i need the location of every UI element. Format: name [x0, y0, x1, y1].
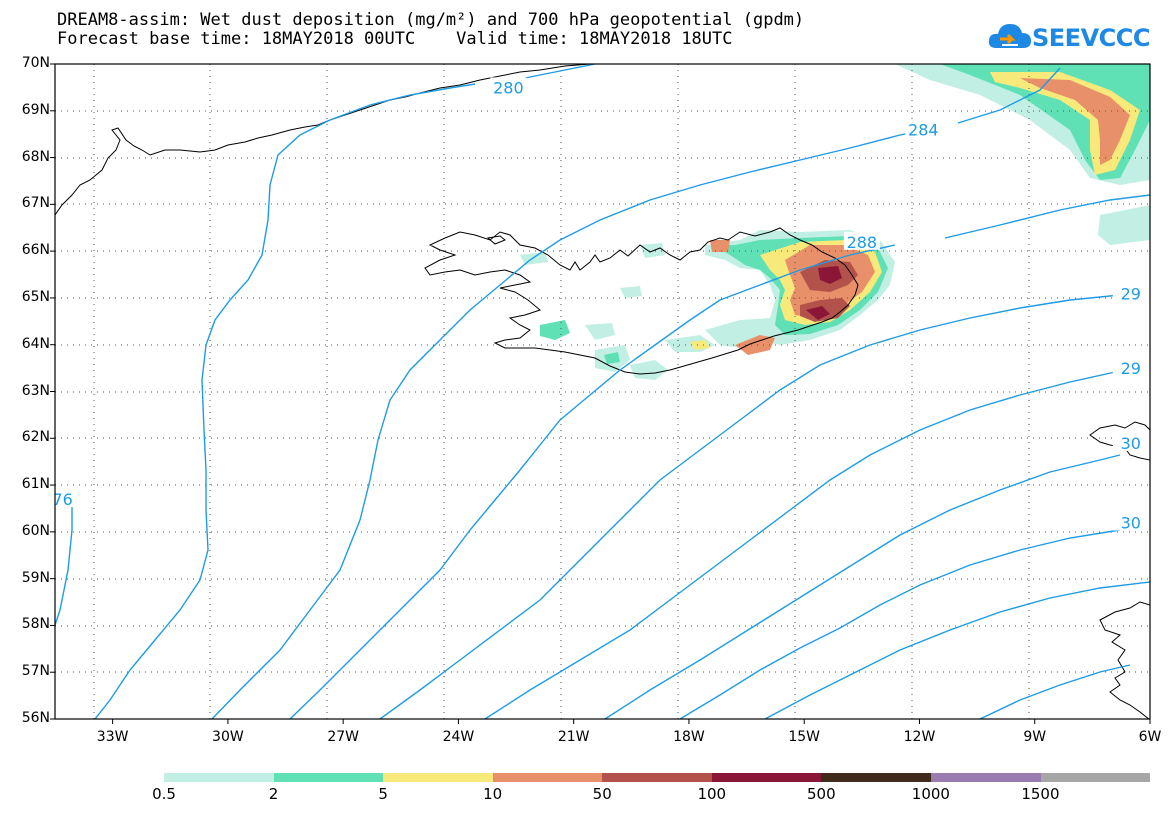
legend-label: 0.5 [152, 785, 176, 803]
contour-label-bg [1112, 432, 1149, 451]
map-title: DREAM8-assim: Wet dust deposition (mg/m²… [57, 10, 805, 30]
contour-label: 76 [53, 490, 73, 509]
contour-label: 30 [1121, 434, 1141, 453]
lat-label: 70N [21, 55, 50, 71]
contour-label-bg [1112, 358, 1149, 377]
legend-swatch [1040, 773, 1151, 782]
cloud-icon [988, 24, 1031, 48]
legend-label: 500 [807, 785, 836, 803]
lat-label: 65N [21, 288, 50, 305]
logo-text: SEEVCCC [1032, 24, 1151, 52]
lat-label: 68N [21, 148, 50, 165]
contour-label-bg [1112, 512, 1149, 531]
lat-label: 57N [21, 663, 50, 680]
geopotential-contours [55, 64, 1150, 719]
lon-label: 33W [96, 729, 129, 745]
contour-label-bg [55, 489, 81, 508]
contour-label: 29 [1121, 359, 1141, 378]
contour-label-bg [490, 77, 527, 96]
lon-label: 30W [212, 729, 244, 745]
contour-label-bg [905, 119, 942, 138]
lat-label: 64N [21, 335, 50, 352]
contour-label: 30 [1121, 514, 1141, 533]
contour-label-bg [1112, 283, 1149, 302]
legend-label: 5 [378, 785, 388, 803]
legend-swatch [821, 773, 931, 782]
lat-label: 66N [21, 242, 50, 259]
contour-label-bg [843, 231, 880, 250]
legend-label: 1500 [1021, 785, 1060, 803]
legend-label: 1000 [911, 785, 950, 803]
lon-label: 21W [557, 729, 590, 745]
lat-label: 60N [21, 522, 50, 539]
legend-label: 2 [268, 785, 279, 803]
lat-label: 63N [21, 382, 50, 399]
lon-label: 6W [1138, 729, 1162, 745]
lon-label: 18W [673, 729, 705, 745]
lat-label: 69N [21, 101, 50, 118]
contour-label: 280 [493, 78, 524, 97]
dust-shading [520, 64, 1150, 380]
coastlines [55, 64, 1150, 719]
contour-labels: 280 284 288 29 29 30 30 76 [53, 77, 1149, 533]
lon-label: 15W [788, 729, 821, 745]
lat-label: 59N [21, 569, 50, 586]
lon-label: 27W [327, 729, 359, 745]
legend-swatch [273, 773, 384, 782]
seevccc-logo: SEEVCCC [988, 18, 1151, 60]
legend-label: 10 [483, 785, 503, 803]
lat-label: 61N [21, 476, 50, 493]
lon-label: 24W [442, 729, 475, 745]
contour-label: 288 [847, 233, 878, 252]
lat-label: 62N [21, 429, 50, 446]
color-legend [164, 773, 1151, 782]
map-subtitle: Forecast base time: 18MAY2018 00UTC Vali… [57, 29, 733, 49]
lon-label: 9W [1023, 729, 1047, 745]
contour-label: 284 [908, 121, 939, 140]
lon-label: 12W [903, 729, 936, 745]
tick-marks [50, 63, 1151, 724]
legend-swatch [492, 773, 603, 782]
graticule [55, 64, 1150, 719]
lat-label: 56N [21, 710, 50, 726]
contour-label: 29 [1121, 284, 1141, 303]
legend-swatch [930, 773, 1041, 782]
legend-swatch [602, 773, 712, 782]
lat-label: 67N [21, 195, 50, 212]
legend-label: 50 [592, 785, 612, 803]
legend-swatch [164, 773, 274, 782]
legend-label: 100 [697, 785, 727, 803]
legend-swatch [711, 773, 822, 782]
legend-swatch [383, 773, 493, 782]
lat-label: 58N [21, 616, 50, 633]
